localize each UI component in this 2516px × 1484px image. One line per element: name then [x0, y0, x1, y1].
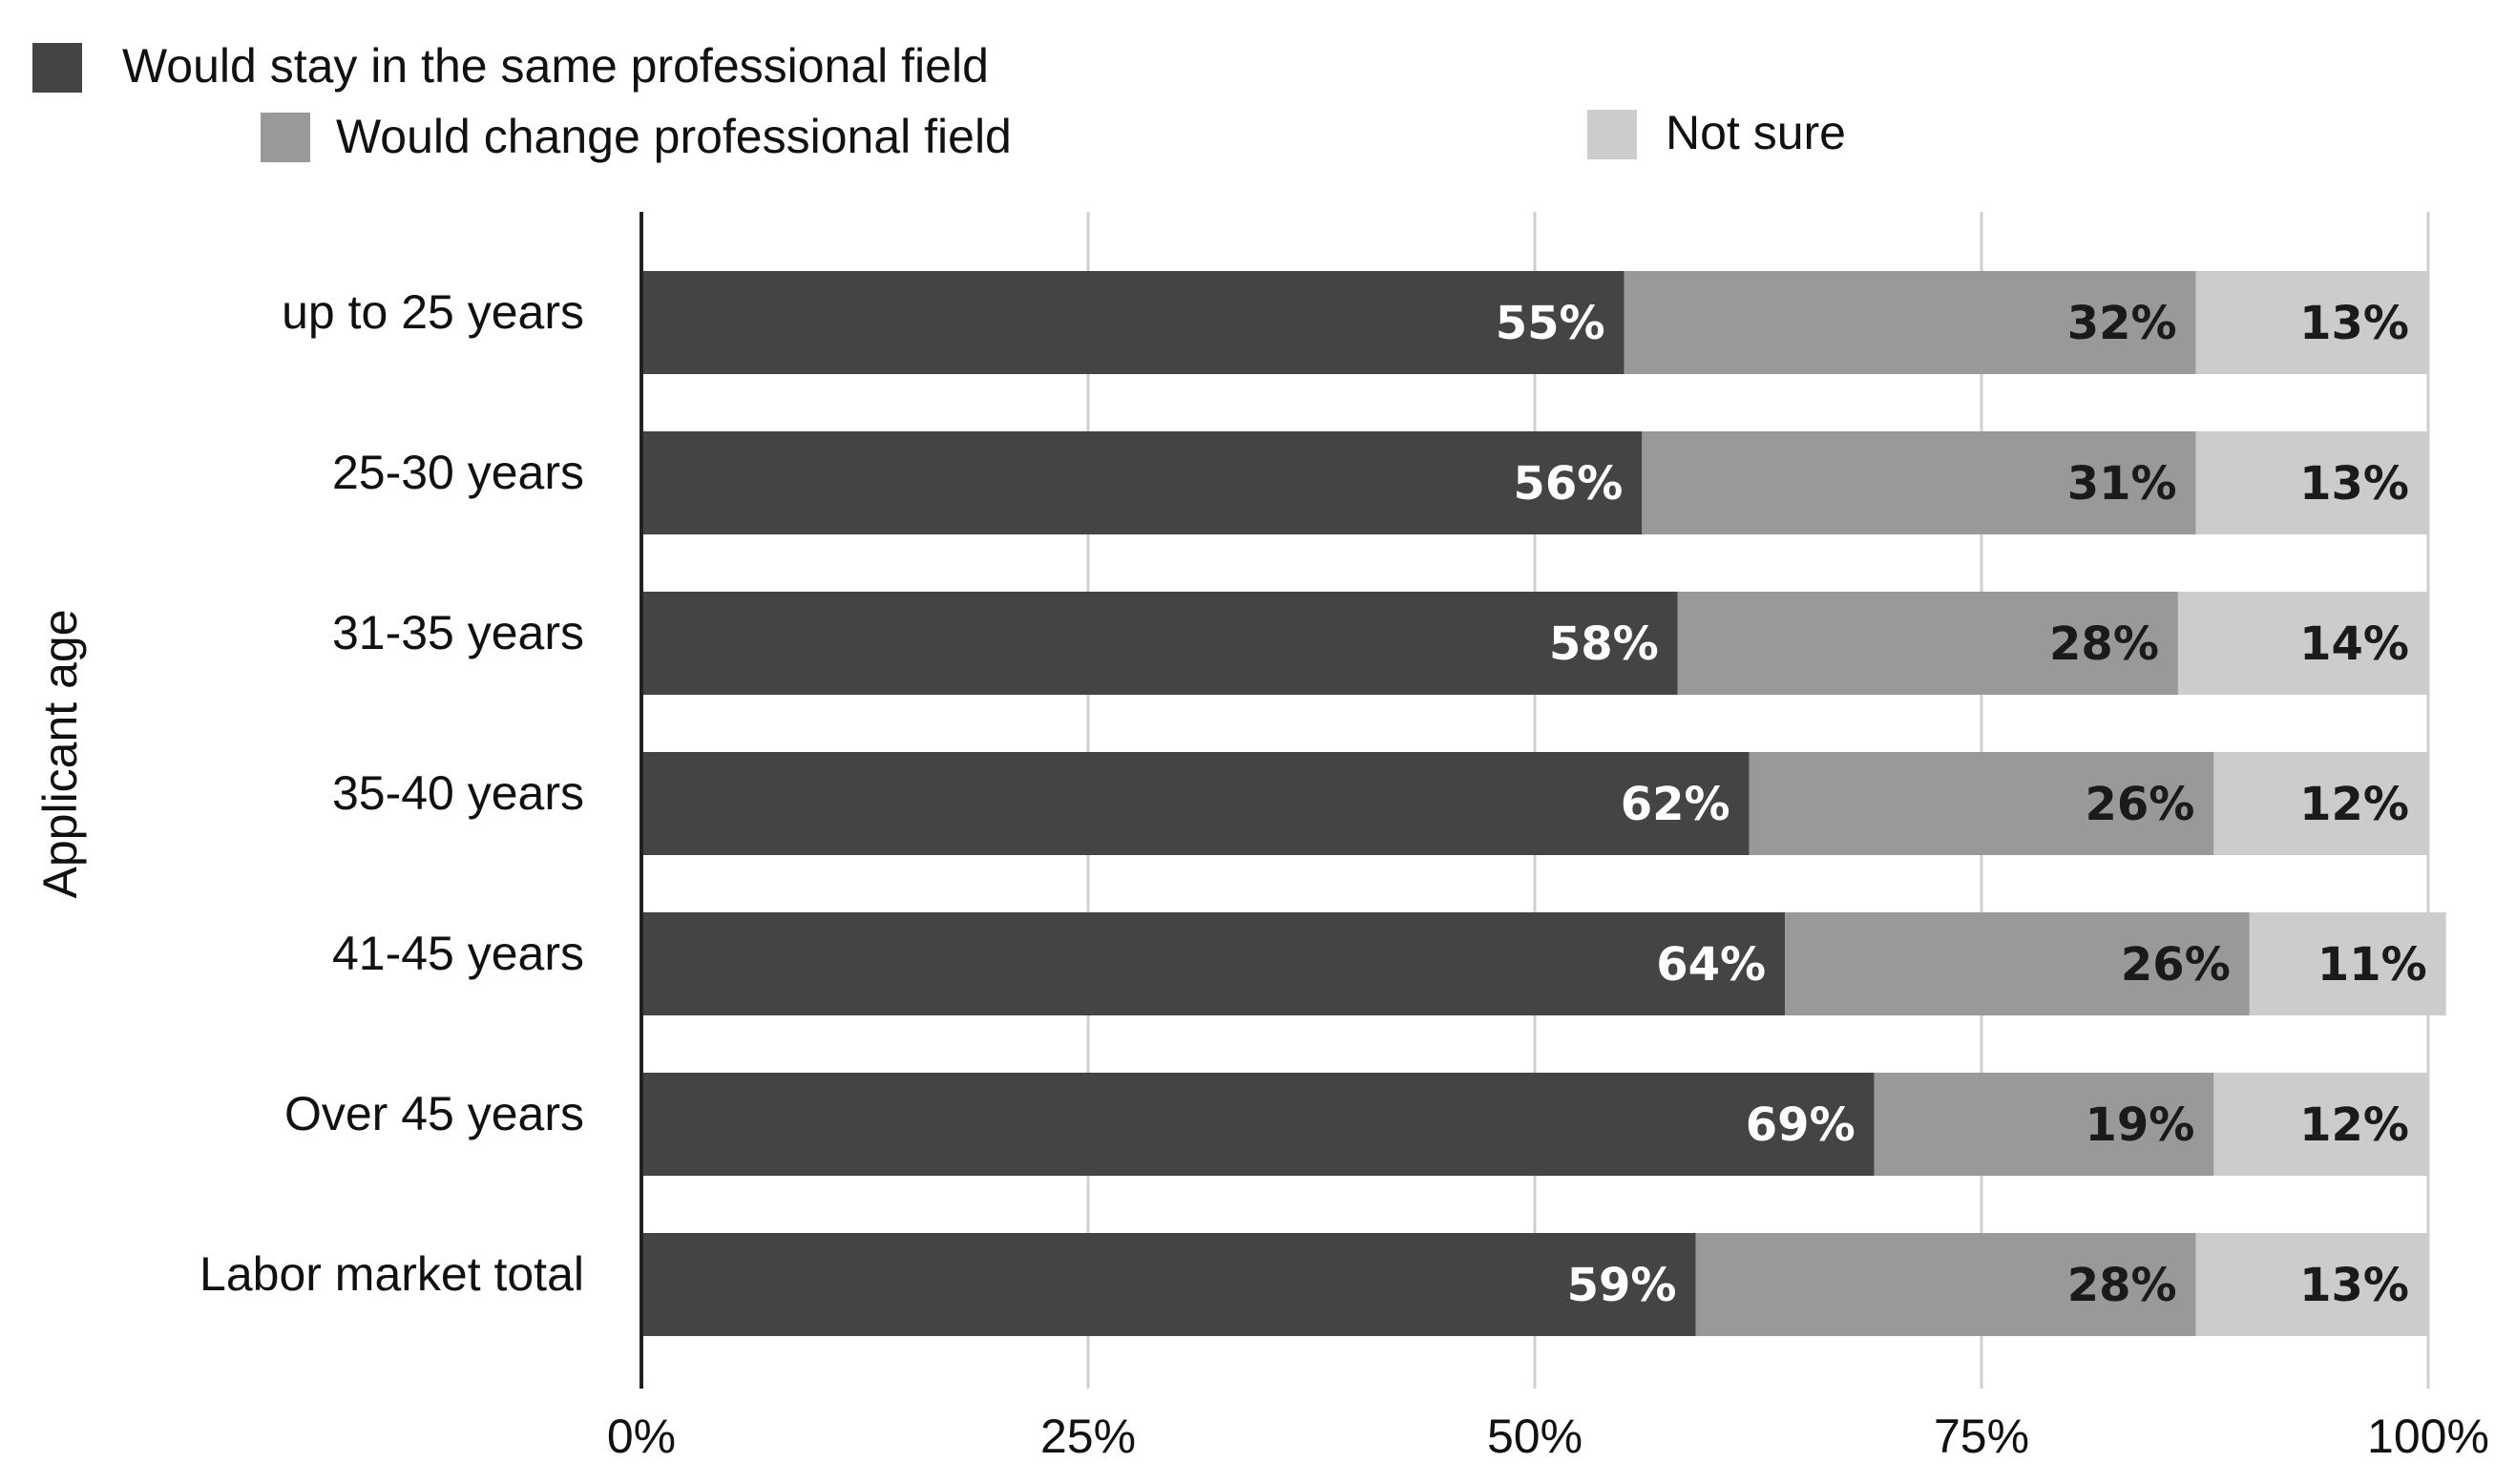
data-label-s0-c0: 55% — [1496, 297, 1605, 350]
legend-swatch-1 — [261, 113, 310, 162]
legend: Would stay in the same professional fiel… — [32, 39, 1846, 163]
data-label-s0-c1: 56% — [1513, 457, 1623, 511]
bar-segment-s1-c1 — [1642, 431, 2196, 534]
bar-segment-s0-c6 — [641, 1233, 1696, 1336]
bar-segment-s0-c5 — [641, 1073, 1875, 1176]
bar-row: 59% 28% 13% — [641, 1233, 2428, 1336]
data-label-s1-c2: 28% — [2049, 617, 2159, 671]
category-labels: up to 25 years 25-30 years 31-35 years 35-4… — [199, 285, 584, 1301]
legend-item-2: Not sure — [1587, 106, 1846, 159]
bar-row: 56% 31% 13% — [641, 431, 2428, 534]
category-label-1: 25-30 years — [332, 446, 584, 499]
data-label-s1-c4: 26% — [2121, 938, 2231, 992]
bar-row: 58% 28% 14% — [641, 592, 2428, 695]
data-label-s2-c5: 12% — [2299, 1098, 2409, 1152]
data-label-s0-c2: 58% — [1549, 617, 1659, 671]
bar-row: 69% 19% 12% — [641, 1073, 2428, 1176]
data-label-s2-c1: 13% — [2299, 457, 2409, 511]
legend-label-1: Would change professional field — [336, 110, 1012, 163]
bar-segment-s0-c4 — [641, 912, 1786, 1015]
legend-label-0: Would stay in the same professional fiel… — [122, 39, 989, 93]
x-tick-label-4: 100% — [2367, 1410, 2489, 1463]
data-label-s2-c6: 13% — [2299, 1259, 2409, 1312]
bar-row: 55% 32% 13% — [641, 271, 2428, 374]
category-label-6: Labor market total — [199, 1247, 584, 1301]
y-axis-title: Applicant age — [33, 609, 87, 898]
bar-segment-s2-c2 — [2177, 592, 2428, 695]
bar-segment-s2-c5 — [2213, 1073, 2428, 1176]
data-label-s2-c4: 11% — [2317, 938, 2427, 992]
bar-segment-s2-c1 — [2195, 431, 2428, 534]
data-label-s1-c3: 26% — [2085, 778, 2194, 831]
bar-segment-s0-c0 — [641, 271, 1625, 374]
x-tick-label-0: 0% — [607, 1410, 676, 1463]
data-label-s1-c1: 31% — [2067, 457, 2177, 511]
data-label-s0-c5: 69% — [1746, 1098, 1856, 1152]
bar-segment-s2-c4 — [2249, 912, 2446, 1015]
legend-swatch-0 — [32, 43, 82, 93]
category-label-2: 31-35 years — [332, 606, 584, 659]
bar-segment-s2-c3 — [2213, 752, 2428, 855]
category-label-5: Over 45 years — [284, 1087, 584, 1140]
legend-label-2: Not sure — [1666, 106, 1846, 159]
bar-segment-s1-c2 — [1677, 592, 2178, 695]
category-label-4: 41-45 years — [332, 927, 584, 980]
legend-item-1: Would change professional field — [261, 110, 1012, 163]
bar-segment-s1-c4 — [1785, 912, 2250, 1015]
bars: 55% 32% 13% 56% 31% 13% 58% 28% 14% 62% 26% 12% 64% 2… — [641, 271, 2446, 1336]
bar-row: 64% 26% 11% — [641, 912, 2446, 1015]
x-axis: 0% 25% 50% 75% 100% — [607, 212, 2489, 1463]
data-label-s1-c0: 32% — [2067, 297, 2177, 350]
bar-segment-s1-c5 — [1874, 1073, 2214, 1176]
data-label-s2-c3: 12% — [2299, 778, 2409, 831]
category-label-3: 35-40 years — [332, 766, 584, 820]
data-label-s0-c6: 59% — [1567, 1259, 1677, 1312]
data-label-s2-c0: 13% — [2299, 297, 2409, 350]
x-tick-label-2: 50% — [1487, 1410, 1583, 1463]
x-tick-label-1: 25% — [1040, 1410, 1136, 1463]
x-tick-label-3: 75% — [1934, 1410, 2029, 1463]
data-label-s0-c4: 64% — [1656, 938, 1766, 992]
bar-segment-s0-c1 — [641, 431, 1643, 534]
bar-segment-s2-c0 — [2195, 271, 2428, 374]
category-label-0: up to 25 years — [282, 285, 584, 339]
legend-swatch-2 — [1587, 110, 1637, 159]
legend-item-0: Would stay in the same professional fiel… — [32, 39, 989, 93]
bar-segment-s1-c3 — [1749, 752, 2214, 855]
bar-segment-s1-c6 — [1695, 1233, 2196, 1336]
bar-segment-s1-c0 — [1624, 271, 2196, 374]
data-label-s2-c2: 14% — [2299, 617, 2409, 671]
bar-row: 62% 26% 12% — [641, 752, 2428, 855]
data-label-s1-c5: 19% — [2085, 1098, 2194, 1152]
bar-segment-s2-c6 — [2195, 1233, 2428, 1336]
bar-segment-s0-c3 — [641, 752, 1750, 855]
bar-segment-s0-c2 — [641, 592, 1678, 695]
data-label-s0-c3: 62% — [1621, 778, 1730, 831]
data-label-s1-c6: 28% — [2067, 1259, 2177, 1312]
